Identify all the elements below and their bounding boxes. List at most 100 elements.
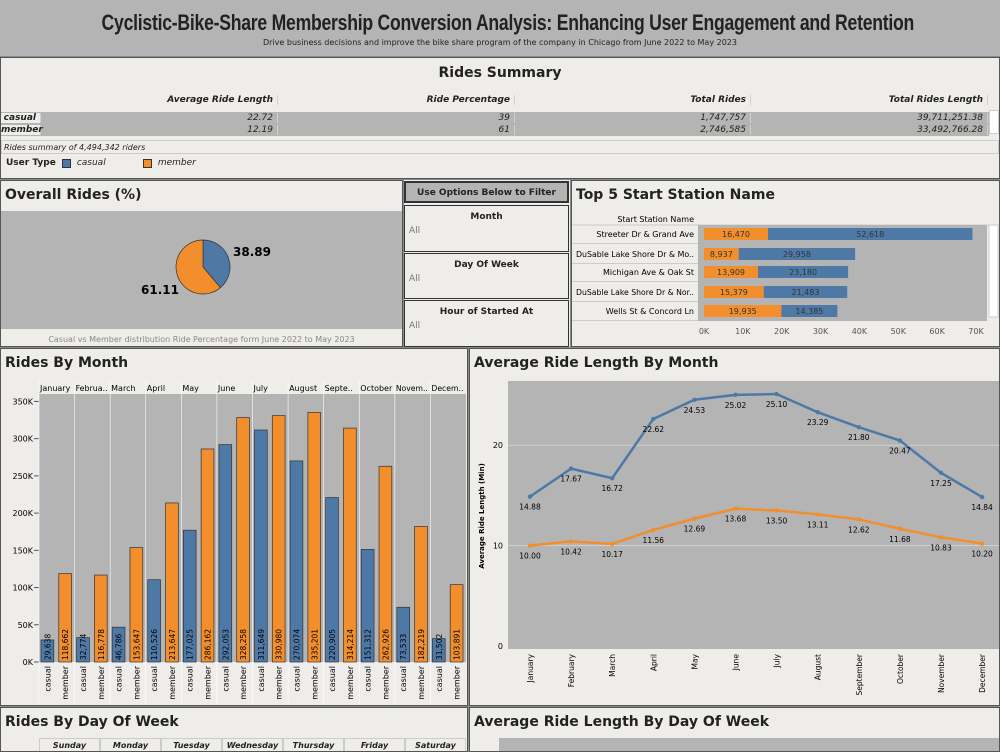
casual-value-label: 31,502	[435, 634, 444, 660]
table-row[interactable]: casual 22.72 39 1,747,757 39,711,251.38	[1, 112, 989, 124]
legend-casual[interactable]: casual	[76, 158, 106, 168]
casual-bar	[758, 266, 849, 278]
category-label: member	[453, 665, 462, 700]
category-label: member	[61, 665, 70, 700]
day-header[interactable]: Friday	[344, 738, 405, 751]
casual-point	[774, 391, 779, 397]
x-tick-label: August	[814, 654, 823, 680]
member-value-label: 11.56	[643, 536, 665, 545]
day-header-row: Sunday Monday Tuesday Wednesday Thursday Frid…	[39, 738, 466, 751]
member-bar	[414, 525, 428, 663]
casual-bar	[763, 286, 848, 298]
category-label: casual	[435, 666, 444, 692]
filter-value[interactable]: All	[409, 321, 421, 331]
table-row[interactable]: member 12.19 61 2,746,585 33,492,766.28	[1, 124, 989, 136]
casual-value-label: 311,649	[257, 629, 266, 660]
casual-value-label: 110,526	[150, 629, 159, 660]
table-cell: 39	[278, 113, 515, 123]
day-header[interactable]: Sunday	[39, 738, 100, 751]
filter-panel: Use Options Below to Filter Month All Da…	[404, 180, 570, 347]
casual-value-label: 23.29	[807, 418, 829, 427]
filter-value[interactable]: All	[409, 226, 421, 236]
member-point	[979, 541, 985, 546]
category-label: member	[132, 665, 141, 700]
x-tick-label: 30K	[813, 327, 829, 336]
category-label: member	[239, 665, 248, 700]
row-label: casual	[1, 113, 41, 123]
casual-point	[610, 475, 615, 481]
rides-by-month-chart: 0K 50K 100K 150K 200K 250K 300K 350K January 29,6…	[12, 381, 466, 705]
rides-summary-panel: Rides Summary Average Ride Length Ride P…	[0, 57, 1000, 179]
hour-filter[interactable]: Hour of Started At All	[404, 300, 569, 347]
member-value-label: 10.17	[601, 550, 623, 559]
category-label: casual	[186, 666, 195, 692]
category-label: casual	[43, 666, 52, 692]
casual-swatch[interactable]	[61, 158, 71, 168]
table-header-row: Average Ride Length Ride Percentage Tota…	[1, 90, 989, 110]
member-value-label: 13,909	[717, 268, 745, 277]
day-header[interactable]: Saturday	[405, 738, 466, 751]
category-label: casual	[328, 666, 337, 692]
member-value-label: 118,662	[61, 629, 70, 660]
scrollbar[interactable]	[988, 224, 999, 318]
month-header: May	[182, 384, 199, 393]
category-label: member	[275, 665, 284, 700]
x-tick-label: November	[937, 653, 946, 693]
column-header[interactable]: Average Ride Length	[41, 95, 278, 105]
casual-value-label: 22.62	[643, 425, 665, 434]
day-header[interactable]: Tuesday	[161, 738, 222, 751]
day-header[interactable]: Wednesday	[222, 738, 283, 751]
category-label: member	[168, 665, 177, 700]
casual-point	[692, 397, 697, 402]
member-value-label: 213,647	[168, 629, 177, 660]
member-bar	[704, 266, 759, 278]
column-header[interactable]: Total Rides	[515, 95, 751, 105]
y-tick-label: 200K	[12, 509, 33, 518]
member-swatch[interactable]	[142, 158, 152, 168]
casual-value-label: 46,786	[115, 634, 124, 660]
rides-summary-title: Rides Summary	[438, 65, 562, 81]
y-tick-label: 10	[493, 542, 503, 551]
column-header[interactable]: Total Rides Length	[751, 95, 988, 105]
category-label: casual	[364, 666, 373, 692]
legend-title: User Type	[6, 158, 56, 168]
member-value-label: 13.50	[766, 516, 788, 525]
casual-point	[651, 416, 656, 422]
overall-rides-panel: Overall Rides (%) 38.89 61.11 Casual vs …	[0, 180, 403, 347]
x-tick-label: December	[978, 653, 987, 693]
filter-value[interactable]: All	[409, 274, 421, 284]
member-point	[897, 526, 903, 531]
table-scrollbar[interactable]	[989, 110, 999, 134]
member-bar	[704, 305, 782, 317]
casual-value-label: 25.02	[725, 401, 747, 410]
category-label: member	[346, 665, 355, 700]
casual-bar	[360, 549, 375, 663]
casual-value-label: 23,180	[789, 268, 817, 277]
avg-ride-length-month-title: Average Ride Length By Month	[474, 355, 719, 371]
category-label: casual	[150, 666, 159, 692]
x-tick-label: 10K	[735, 327, 751, 336]
casual-pct-label: 38.89	[233, 245, 271, 259]
member-bar	[449, 584, 464, 663]
station-label: Streeter Dr & Grand Ave	[596, 230, 694, 239]
month-filter[interactable]: Month All	[404, 205, 569, 252]
column-header[interactable]: Ride Percentage	[278, 95, 515, 105]
casual-bar	[325, 497, 339, 663]
day-header[interactable]: Monday	[100, 738, 161, 751]
category-label: member	[204, 665, 213, 700]
pie-slice-casual	[202, 239, 231, 289]
category-label: casual	[292, 666, 301, 692]
table-cell: 2,746,585	[515, 125, 751, 135]
legend-member[interactable]: member	[157, 158, 196, 168]
casual-point	[979, 494, 985, 500]
table-cell: 12.19	[41, 125, 278, 135]
category-label: casual	[399, 666, 408, 692]
member-point	[856, 517, 861, 522]
month-header: June	[217, 384, 236, 393]
x-tick-label: 70K	[968, 327, 984, 336]
row-label: member	[1, 125, 43, 135]
day-of-week-filter[interactable]: Day Of Week All	[404, 253, 569, 299]
member-value-label: 12.62	[848, 525, 870, 534]
day-header[interactable]: Thursday	[283, 738, 344, 751]
avg-ride-length-day-panel: Average Ride Length By Day Of Week	[469, 707, 1000, 752]
